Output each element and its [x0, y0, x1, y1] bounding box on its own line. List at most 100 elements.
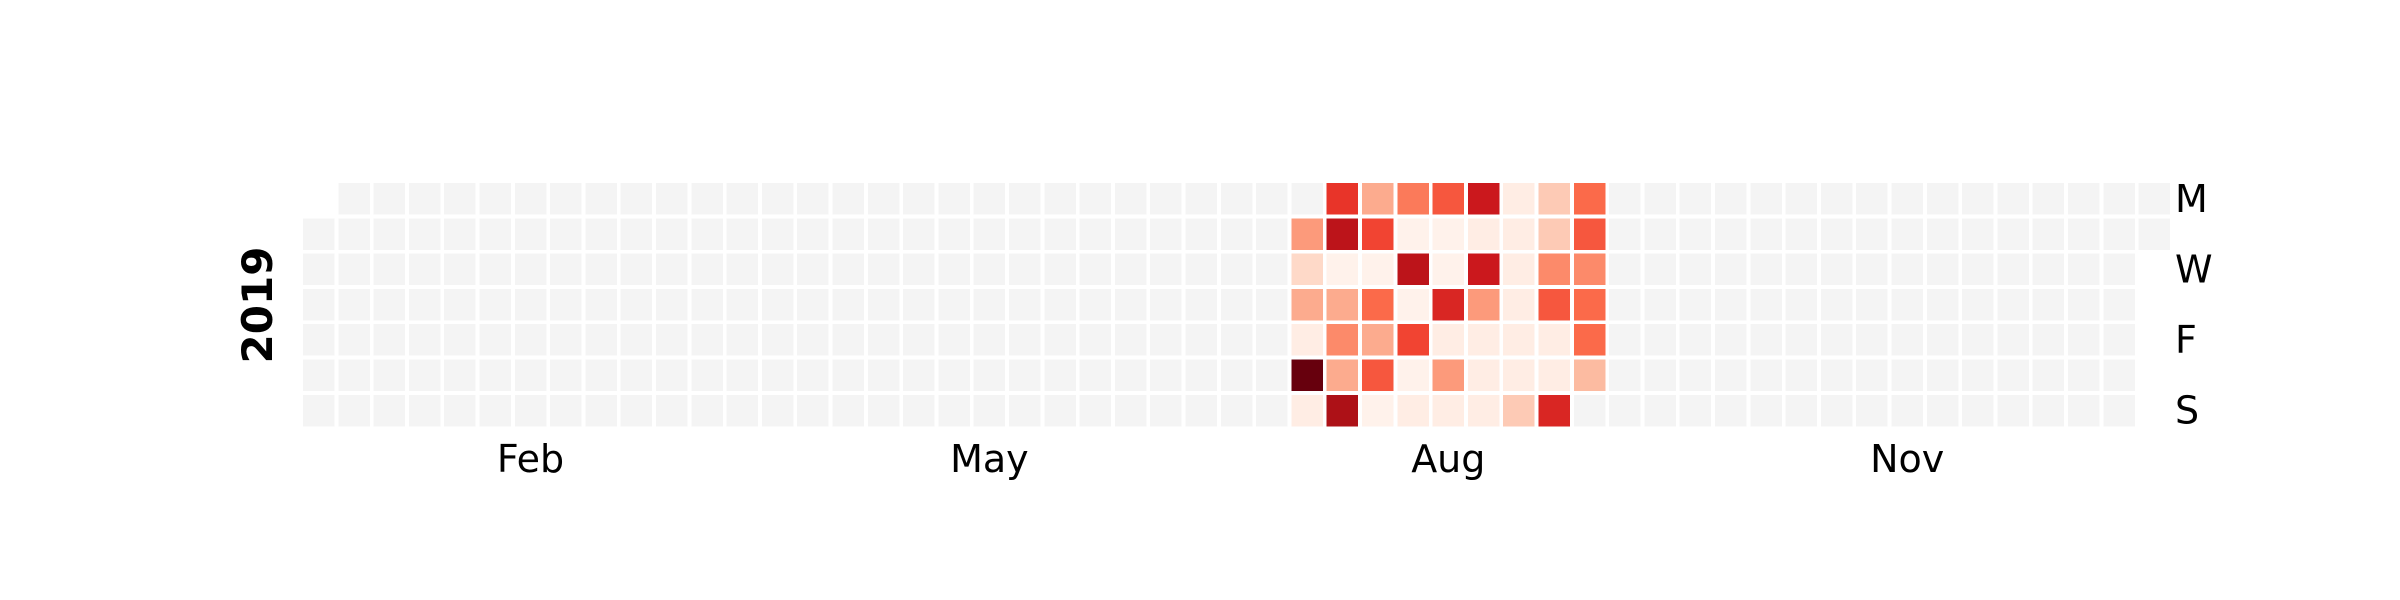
day-cell: [2103, 359, 2135, 391]
day-cell: [1962, 218, 1994, 250]
day-cell: [1185, 183, 1217, 215]
day-cell: [1326, 359, 1359, 391]
day-cell: [1114, 359, 1147, 391]
day-cell: [1926, 253, 1959, 286]
day-cell: [797, 288, 829, 321]
day-cell: [1997, 324, 2029, 356]
day-cell: [303, 253, 335, 286]
day-cell: [1926, 183, 1959, 215]
weekday-label: S: [2175, 389, 2199, 433]
day-cell: [338, 394, 370, 427]
day-cell: [1679, 394, 1712, 427]
day-cell: [1114, 183, 1147, 215]
day-cell: [1326, 253, 1359, 286]
month-labels: Feb May Aug Nov: [497, 437, 1944, 481]
day-cell: [1785, 183, 1818, 215]
day-cell: [408, 324, 441, 356]
day-cell: [1467, 288, 1500, 321]
day-cell: [303, 218, 335, 250]
day-cell: [514, 394, 547, 427]
day-cell: [1573, 394, 1606, 427]
day-cell: [797, 183, 829, 215]
day-cell: [938, 394, 970, 427]
day-cell: [1291, 324, 1323, 356]
day-cell: [1150, 218, 1182, 250]
day-cell: [832, 288, 864, 321]
day-cell: [1679, 359, 1712, 391]
day-cell: [1432, 218, 1465, 250]
day-cell: [1573, 183, 1606, 215]
day-cell: [1362, 394, 1394, 427]
day-cell: [1326, 394, 1359, 427]
day-cell: [1962, 324, 1994, 356]
day-cell: [1609, 183, 1641, 215]
day-cell: [1856, 394, 1888, 427]
day-cell: [1432, 359, 1465, 391]
day-cell: [1009, 218, 1041, 250]
weekday-label: W: [2175, 247, 2213, 291]
day-cell: [2032, 394, 2065, 427]
day-cell: [1467, 324, 1500, 356]
day-cell: [1926, 359, 1959, 391]
day-cell: [620, 253, 653, 286]
day-cell: [550, 359, 582, 391]
day-cell: [1997, 288, 2029, 321]
day-cell: [373, 394, 406, 427]
day-cell: [585, 288, 617, 321]
day-cell: [1750, 324, 1782, 356]
day-cell: [1432, 253, 1465, 286]
day-cell: [1715, 253, 1747, 286]
day-cell: [550, 218, 582, 250]
day-cell: [726, 394, 759, 427]
day-cell: [479, 218, 511, 250]
day-cell: [726, 359, 759, 391]
day-cell: [514, 253, 547, 286]
day-cell: [1503, 324, 1535, 356]
day-cell: [761, 288, 794, 321]
day-cell: [1256, 183, 1288, 215]
day-cell: [373, 288, 406, 321]
day-cell: [1256, 253, 1288, 286]
day-cell: [656, 324, 688, 356]
day-cell: [761, 218, 794, 250]
day-cell: [1432, 288, 1465, 321]
day-cell: [1079, 183, 1112, 215]
day-cell: [1679, 253, 1712, 286]
day-cell: [973, 359, 1006, 391]
day-cell: [867, 253, 900, 286]
day-cell: [1820, 359, 1853, 391]
day-cell: [1150, 183, 1182, 215]
day-cell: [1644, 253, 1676, 286]
day-cell: [1009, 324, 1041, 356]
day-cell: [867, 324, 900, 356]
day-cell: [832, 324, 864, 356]
day-cell: [1926, 288, 1959, 321]
day-cell: [1291, 394, 1323, 427]
day-cell: [1750, 394, 1782, 427]
day-cell: [303, 394, 335, 427]
day-cell: [1820, 324, 1853, 356]
day-cell: [1362, 218, 1394, 250]
day-cell: [1079, 359, 1112, 391]
day-cell: [1432, 324, 1465, 356]
day-cell: [1150, 288, 1182, 321]
day-cell: [1785, 218, 1818, 250]
day-cell: [444, 218, 476, 250]
day-cell: [1150, 359, 1182, 391]
day-cell: [1715, 218, 1747, 250]
day-cell: [550, 253, 582, 286]
day-cell: [1750, 218, 1782, 250]
day-cell: [903, 253, 935, 286]
day-cell: [550, 288, 582, 321]
day-cell: [1326, 288, 1359, 321]
day-cell: [691, 218, 723, 250]
day-cell: [1114, 218, 1147, 250]
day-cell: [2103, 288, 2135, 321]
day-cell: [1432, 394, 1465, 427]
day-cell: [1715, 288, 1747, 321]
day-cell: [2138, 218, 2171, 250]
day-cell: [797, 394, 829, 427]
day-cell: [903, 183, 935, 215]
day-cell: [1150, 253, 1182, 286]
